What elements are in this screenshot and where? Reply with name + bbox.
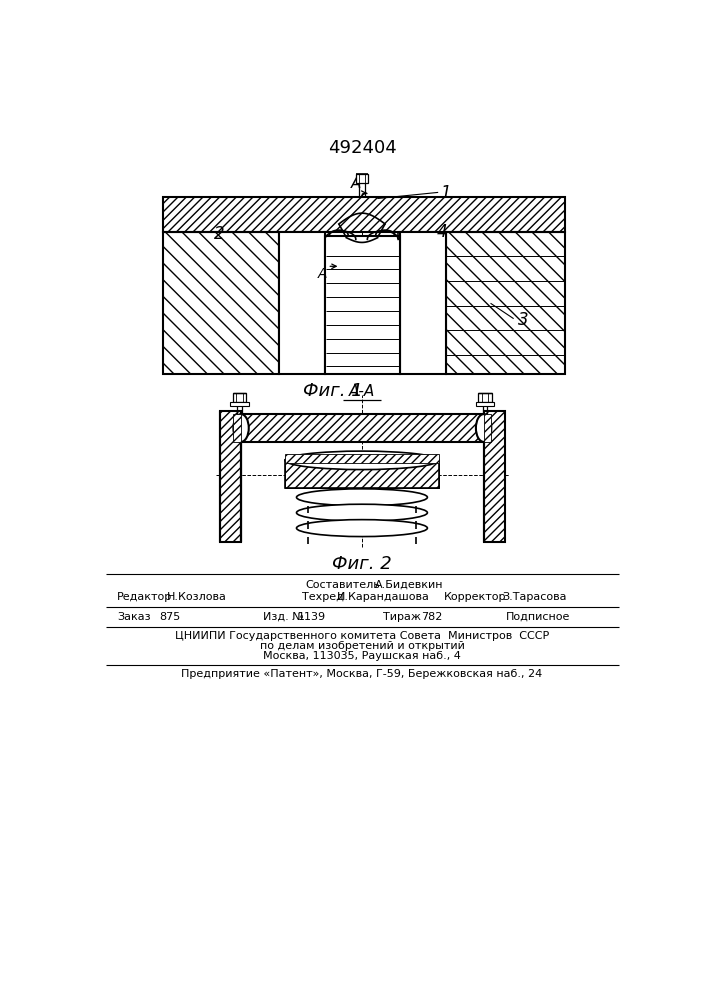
- Text: 782: 782: [421, 612, 443, 622]
- Bar: [163, 232, 279, 374]
- Text: Москва, 113035, Раушская наб., 4: Москва, 113035, Раушская наб., 4: [263, 651, 461, 661]
- Bar: [285, 454, 439, 463]
- Text: З.Тарасова: З.Тарасова: [502, 592, 566, 602]
- Text: Фиг. 2: Фиг. 2: [332, 555, 392, 573]
- Text: 4: 4: [437, 223, 448, 241]
- Ellipse shape: [296, 504, 428, 521]
- Bar: [399, 232, 446, 374]
- Text: А.Бидевкин: А.Бидевкин: [375, 580, 443, 590]
- Bar: [219, 411, 241, 542]
- Bar: [484, 411, 506, 542]
- Bar: [484, 414, 491, 442]
- Bar: [163, 197, 565, 232]
- Text: Техред: Техред: [302, 592, 344, 602]
- Ellipse shape: [296, 520, 428, 537]
- Bar: [484, 411, 506, 542]
- Bar: [279, 232, 325, 374]
- Bar: [233, 414, 241, 442]
- Text: А-А: А-А: [349, 384, 375, 399]
- Ellipse shape: [233, 414, 249, 442]
- Bar: [356, 174, 368, 183]
- Text: 1139: 1139: [298, 612, 326, 622]
- Text: Н.Козлова: Н.Козлова: [167, 592, 227, 602]
- Text: Предприятие «Патент», Москва, Г-59, Бережковская наб., 24: Предприятие «Патент», Москва, Г-59, Бере…: [181, 669, 542, 679]
- Bar: [230, 402, 249, 406]
- Bar: [241, 414, 484, 442]
- Bar: [233, 393, 247, 402]
- Text: Фиг. 1: Фиг. 1: [303, 382, 363, 400]
- Bar: [241, 414, 484, 442]
- Text: 875: 875: [160, 612, 181, 622]
- Bar: [446, 232, 565, 374]
- Bar: [163, 232, 279, 374]
- Bar: [446, 232, 565, 374]
- Text: ЦНИИПИ Государственного комитета Совета  Министров  СССР: ЦНИИПИ Государственного комитета Совета …: [175, 631, 549, 641]
- Text: А: А: [318, 267, 327, 281]
- Text: 2: 2: [214, 225, 225, 243]
- Text: Редактор: Редактор: [117, 592, 173, 602]
- Ellipse shape: [476, 414, 491, 442]
- Bar: [325, 235, 399, 374]
- Text: Подписное: Подписное: [506, 612, 571, 622]
- Text: 1: 1: [440, 184, 451, 202]
- Bar: [285, 460, 439, 488]
- Ellipse shape: [285, 451, 439, 470]
- Text: Тираж: Тираж: [382, 612, 421, 622]
- Bar: [285, 460, 439, 488]
- Text: Корректор: Корректор: [444, 592, 507, 602]
- Ellipse shape: [296, 489, 428, 506]
- Text: по делам изобретений и открытий: по делам изобретений и открытий: [259, 641, 464, 651]
- Text: Заказ: Заказ: [117, 612, 151, 622]
- Text: 3: 3: [518, 311, 528, 329]
- Bar: [478, 393, 492, 402]
- Bar: [476, 402, 494, 406]
- Bar: [163, 197, 565, 232]
- Text: Составитель: Составитель: [305, 580, 380, 590]
- Text: Изд. №: Изд. №: [264, 612, 304, 622]
- Bar: [219, 411, 241, 542]
- Text: А: А: [351, 176, 361, 191]
- Text: И.Карандашова: И.Карандашова: [337, 592, 429, 602]
- Text: 492404: 492404: [327, 139, 397, 157]
